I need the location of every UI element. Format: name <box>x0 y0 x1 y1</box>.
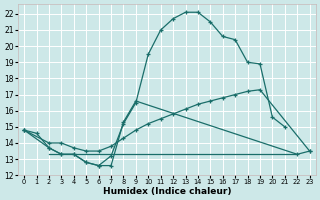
X-axis label: Humidex (Indice chaleur): Humidex (Indice chaleur) <box>103 187 231 196</box>
